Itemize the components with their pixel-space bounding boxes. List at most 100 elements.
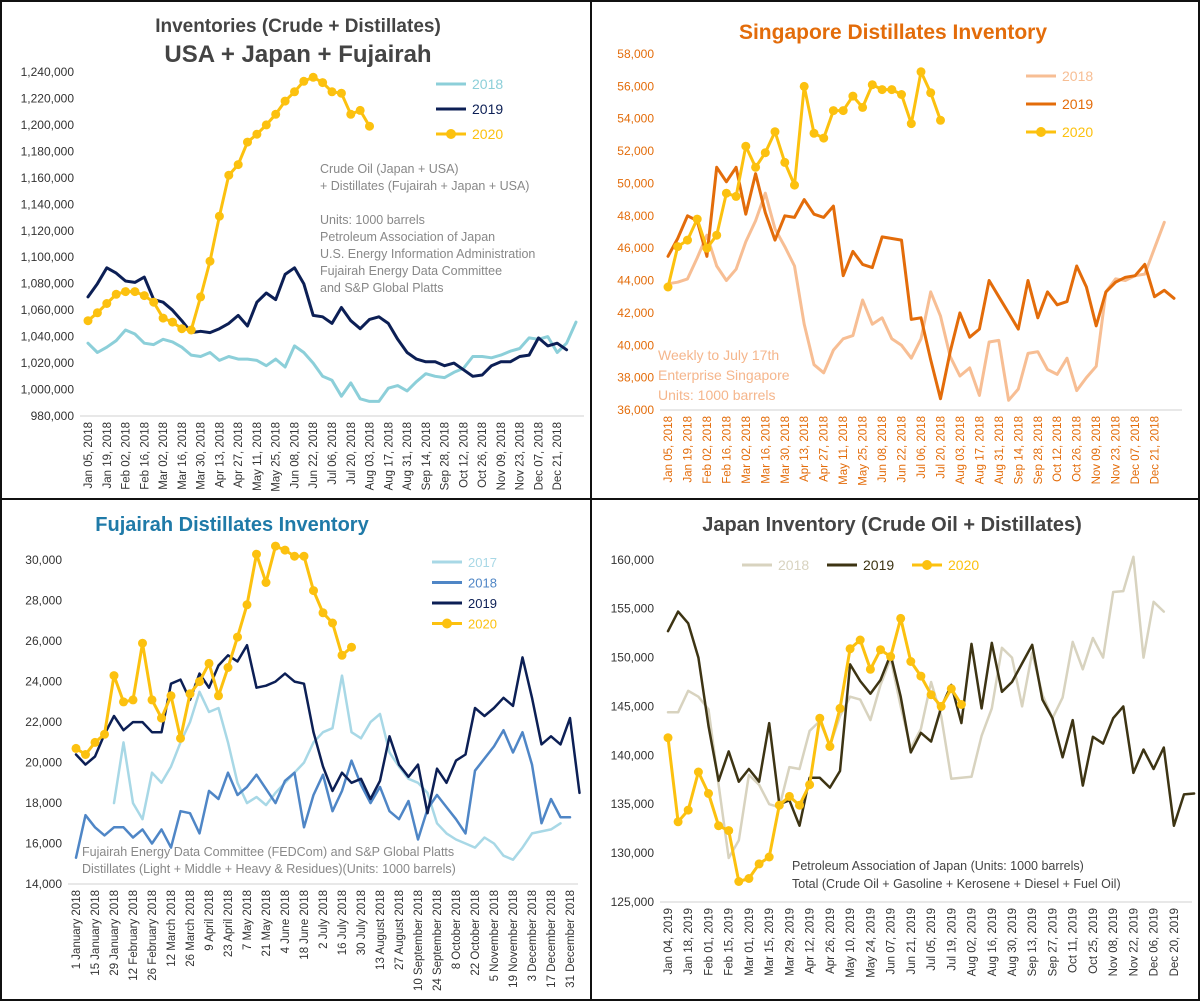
data-point-2020 <box>147 695 157 705</box>
x-tick-label: 13 August 2018 <box>375 890 387 970</box>
annotation-text: Fujairah Energy Data Committee <box>320 264 502 278</box>
x-tick-label: 3 December 2018 <box>527 890 539 981</box>
x-tick-label: Jan 05, 2018 <box>83 422 95 489</box>
data-point-2020 <box>233 160 243 170</box>
y-tick-label: 48,000 <box>617 209 654 223</box>
data-point-2020 <box>355 105 365 115</box>
x-tick-label: May 10, 2019 <box>845 908 857 978</box>
data-point-2020 <box>337 650 347 660</box>
x-tick-label: Jun 07, 2019 <box>886 908 898 975</box>
data-point-2020 <box>223 663 233 672</box>
data-point-2020 <box>825 742 835 751</box>
data-point-2020 <box>805 780 815 790</box>
x-tick-label: Jun 22, 2018 <box>897 416 909 483</box>
data-point-2020 <box>683 235 692 245</box>
data-point-2020 <box>744 874 754 883</box>
data-point-2020 <box>214 211 224 221</box>
x-tick-label: Sep 13, 2019 <box>1027 908 1039 976</box>
y-tick-label: 125,000 <box>611 895 655 909</box>
x-tick-label: 27 August 2018 <box>394 890 406 970</box>
data-point-2020 <box>299 76 309 86</box>
y-tick-label: 160,000 <box>611 553 655 567</box>
data-point-2020 <box>81 750 90 759</box>
legend-label: 2019 <box>1062 96 1093 112</box>
data-point-2020 <box>100 729 109 739</box>
annotation-text: Total (Crude Oil + Gasoline + Kerosene +… <box>792 877 1121 891</box>
data-point-2020 <box>205 256 215 266</box>
data-point-2020 <box>774 800 784 810</box>
x-tick-label: Jul 20, 2018 <box>346 422 358 485</box>
data-point-2020 <box>271 109 281 119</box>
data-point-2020 <box>838 106 848 116</box>
data-point-2020 <box>896 613 906 623</box>
series-line-2018 <box>666 555 1166 860</box>
annotation-text: Petroleum Association of Japan (Units: 1… <box>792 859 1084 873</box>
data-point-2020 <box>876 645 885 655</box>
x-tick-label: Oct 26, 2018 <box>477 422 489 488</box>
series-2019 <box>86 266 569 378</box>
y-tick-label: 1,180,000 <box>21 144 75 158</box>
x-tick-label: Aug 31, 2018 <box>402 422 414 490</box>
x-tick-label: Nov 09, 2018 <box>1091 416 1103 484</box>
annotation-text: Units: 1000 barrels <box>320 213 425 227</box>
y-tick-label: 22,000 <box>25 715 62 729</box>
data-point-2020 <box>280 545 290 555</box>
y-tick-label: 1,140,000 <box>21 197 75 211</box>
data-point-2020 <box>936 701 946 711</box>
y-tick-label: 1,000,000 <box>21 383 75 397</box>
y-tick-label: 50,000 <box>617 176 654 190</box>
data-point-2020 <box>328 618 337 628</box>
annotation-text: Fujairah Energy Data Committee (FEDCom) … <box>82 845 454 859</box>
legend-item-2019: 2019 <box>432 596 497 611</box>
y-tick-label: 1,100,000 <box>21 250 75 264</box>
x-tick-label: Apr 13, 2018 <box>214 422 226 488</box>
data-point-2020 <box>784 791 794 801</box>
legend-marker <box>1036 127 1046 137</box>
series-line-2020 <box>74 544 353 756</box>
legend-item-2020: 2020 <box>1026 124 1093 140</box>
legend-item-2020: 2020 <box>432 617 497 632</box>
series-2019 <box>74 643 581 815</box>
y-tick-label: 140,000 <box>611 748 655 762</box>
data-point-2020 <box>741 141 751 151</box>
data-point-2020 <box>138 638 147 648</box>
x-tick-label: Aug 03, 2018 <box>955 416 967 484</box>
series-2020 <box>83 72 374 335</box>
data-point-2020 <box>799 81 809 91</box>
series-line-2019 <box>666 165 1176 401</box>
x-tick-label: May 11, 2018 <box>838 416 850 485</box>
x-tick-label: Sep 14, 2018 <box>421 422 433 490</box>
data-point-2020 <box>906 119 916 129</box>
series-line-2018 <box>86 320 578 403</box>
series-line-2019 <box>666 610 1196 827</box>
data-point-2020 <box>318 608 328 618</box>
x-tick-label: May 25, 2018 <box>271 422 283 492</box>
x-tick-label: Aug 03, 2018 <box>365 422 377 490</box>
y-tick-label: 46,000 <box>617 241 654 255</box>
x-tick-label: Mar 30, 2018 <box>780 416 792 484</box>
data-point-2020 <box>158 313 168 323</box>
legend-item-2019: 2019 <box>1026 96 1093 112</box>
legend-label: 2019 <box>468 596 497 611</box>
data-point-2020 <box>712 230 722 240</box>
data-point-2020 <box>128 695 138 705</box>
legend-item-2017: 2017 <box>432 555 497 570</box>
x-tick-label: Dec 07, 2018 <box>533 422 545 490</box>
x-tick-label: Jan 19, 2018 <box>682 416 694 483</box>
data-point-2020 <box>916 671 926 681</box>
data-point-2020 <box>751 162 761 172</box>
series-2020 <box>71 541 356 759</box>
x-tick-label: 1 January 2018 <box>71 890 83 969</box>
x-tick-label: Mar 01, 2019 <box>744 908 756 976</box>
x-tick-label: 15 January 2018 <box>90 890 102 976</box>
data-point-2020 <box>845 644 855 654</box>
data-point-2020 <box>714 821 724 831</box>
x-tick-label: Jul 05, 2019 <box>926 908 938 971</box>
y-tick-label: 16,000 <box>25 837 62 851</box>
chart-usa-japan-fujairah: Inventories (Crude + Distillates) USA + J… <box>21 16 584 492</box>
legend-label: 2020 <box>468 617 497 632</box>
x-tick-label: Aug 02, 2019 <box>967 908 979 976</box>
data-point-2020 <box>916 67 926 77</box>
x-tick-label: Aug 30, 2019 <box>1007 908 1019 976</box>
annotation-text: Petroleum Association of Japan <box>320 230 495 244</box>
